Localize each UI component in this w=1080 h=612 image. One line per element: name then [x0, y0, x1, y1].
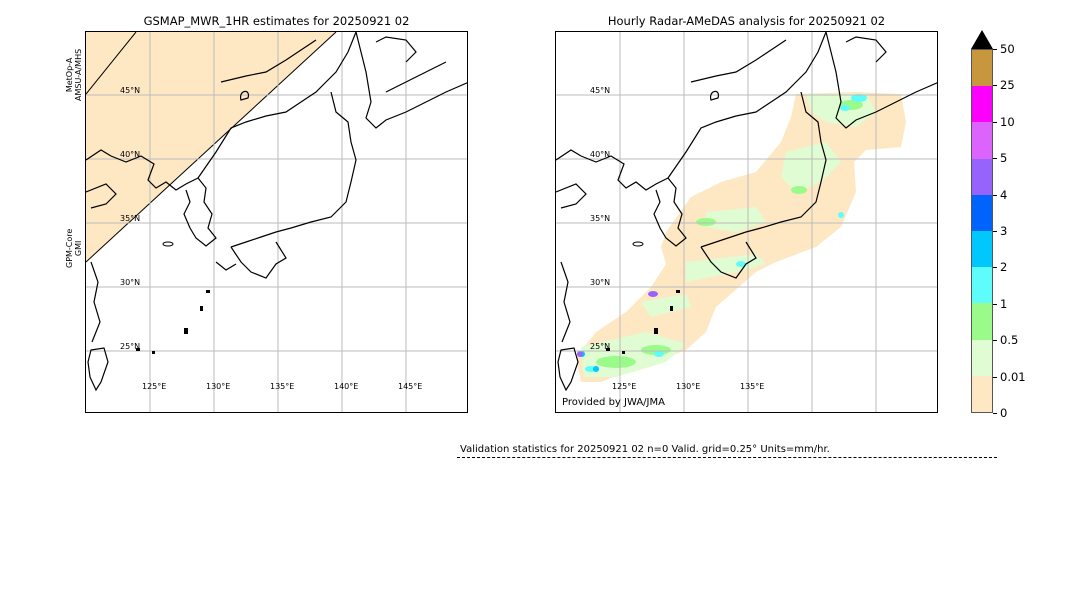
lon-label-135: 135°E [740, 382, 765, 391]
colorbar-segment [972, 49, 992, 87]
coastlines [86, 32, 467, 392]
right-map-canvas [556, 32, 937, 412]
stats-divider [457, 457, 997, 458]
lat-label-25: 25°N [120, 342, 141, 351]
colorbar-tick [993, 340, 997, 342]
left-map-canvas [86, 32, 467, 412]
lon-label-125: 125°E [612, 382, 637, 391]
colorbar-tick [993, 231, 997, 232]
colorbar-extend-arrow [971, 30, 993, 49]
sensor-name: AMSU-A/MHS [74, 48, 83, 101]
satellite-label-gpm: GPM-Core GMI [65, 229, 83, 268]
colorbar-segment [972, 303, 992, 340]
lat-label-25: 25°N [590, 342, 611, 351]
lon-label-135: 135°E [270, 382, 295, 391]
colorbar-label: 5 [1000, 151, 1008, 166]
lat-label-40: 40°N [590, 150, 611, 159]
colorbar-tick [993, 194, 997, 196]
colorbar-segment [972, 86, 992, 123]
islands [136, 241, 210, 354]
sensor-name: GMI [74, 240, 83, 257]
colorbar-tick [993, 413, 997, 414]
colorbar-segment [972, 375, 992, 412]
islands [606, 241, 680, 354]
lat-label-35: 35°N [590, 214, 611, 223]
left-map-title: GSMAP_MWR_1HR estimates for 20250921 02 [143, 14, 410, 28]
validation-stats: Validation statistics for 20250921 02 n=… [460, 444, 830, 455]
satellite-label-metop: MetOp-A AMSU-A/MHS [65, 49, 83, 101]
colorbar-segment [972, 339, 992, 376]
colorbar-label: 3 [1000, 224, 1008, 238]
lon-label-125: 125°E [142, 382, 167, 391]
colorbar [971, 49, 993, 413]
colorbar-segment [972, 267, 992, 304]
lat-label-30: 30°N [120, 278, 141, 287]
left-map: 45°N 40°N 35°N 30°N 25°N 125°E 130°E 135… [85, 31, 468, 413]
colorbar-segment [972, 194, 992, 231]
satellite-name: GPM-Core [65, 228, 74, 268]
right-map: 45°N 40°N 35°N 30°N 25°N 125°E 130°E 135… [555, 31, 938, 413]
colorbar-segment [972, 230, 992, 268]
colorbar-label: 0.5 [1000, 333, 1019, 348]
right-map-title: Hourly Radar-AMeDAS analysis for 2025092… [607, 14, 886, 28]
data-credit: Provided by JWA/JMA [562, 397, 665, 408]
lon-label-145: 145°E [398, 382, 423, 391]
colorbar-tick [993, 158, 997, 160]
lat-label-45: 45°N [120, 86, 141, 95]
lat-label-45: 45°N [590, 86, 611, 95]
colorbar-label: 0.01 [1000, 369, 1026, 384]
coastlines [556, 32, 937, 392]
grid-lines [86, 32, 467, 412]
colorbar-tick [993, 376, 997, 378]
lat-label-40: 40°N [120, 150, 141, 159]
colorbar-label: 2 [1000, 260, 1008, 275]
colorbar-tick [993, 85, 997, 87]
lat-label-30: 30°N [590, 278, 611, 287]
colorbar-tick [993, 267, 997, 269]
very-heavy-rain-areas [577, 291, 658, 357]
colorbar-tick [993, 49, 997, 50]
lon-label-140: 140°E [334, 382, 359, 391]
colorbar-tick [993, 303, 997, 305]
heavy-rain-areas [585, 94, 867, 372]
colorbar-segment [972, 158, 992, 195]
moderate-rain-areas [596, 100, 863, 368]
grid-lines [556, 32, 937, 412]
colorbar-label: 50 [1000, 42, 1015, 56]
lon-label-130: 130°E [676, 382, 701, 391]
colorbar-label: 0 [1000, 406, 1008, 420]
colorbar-tick [993, 121, 997, 123]
satellite-name: MetOp-A [65, 57, 74, 93]
colorbar-label: 1 [1000, 296, 1008, 311]
colorbar-segment [972, 122, 992, 159]
lat-label-35: 35°N [120, 214, 141, 223]
lon-label-130: 130°E [206, 382, 231, 391]
colorbar-label: 4 [1000, 187, 1008, 202]
colorbar-label: 10 [1000, 114, 1015, 129]
colorbar-label: 25 [1000, 78, 1015, 93]
